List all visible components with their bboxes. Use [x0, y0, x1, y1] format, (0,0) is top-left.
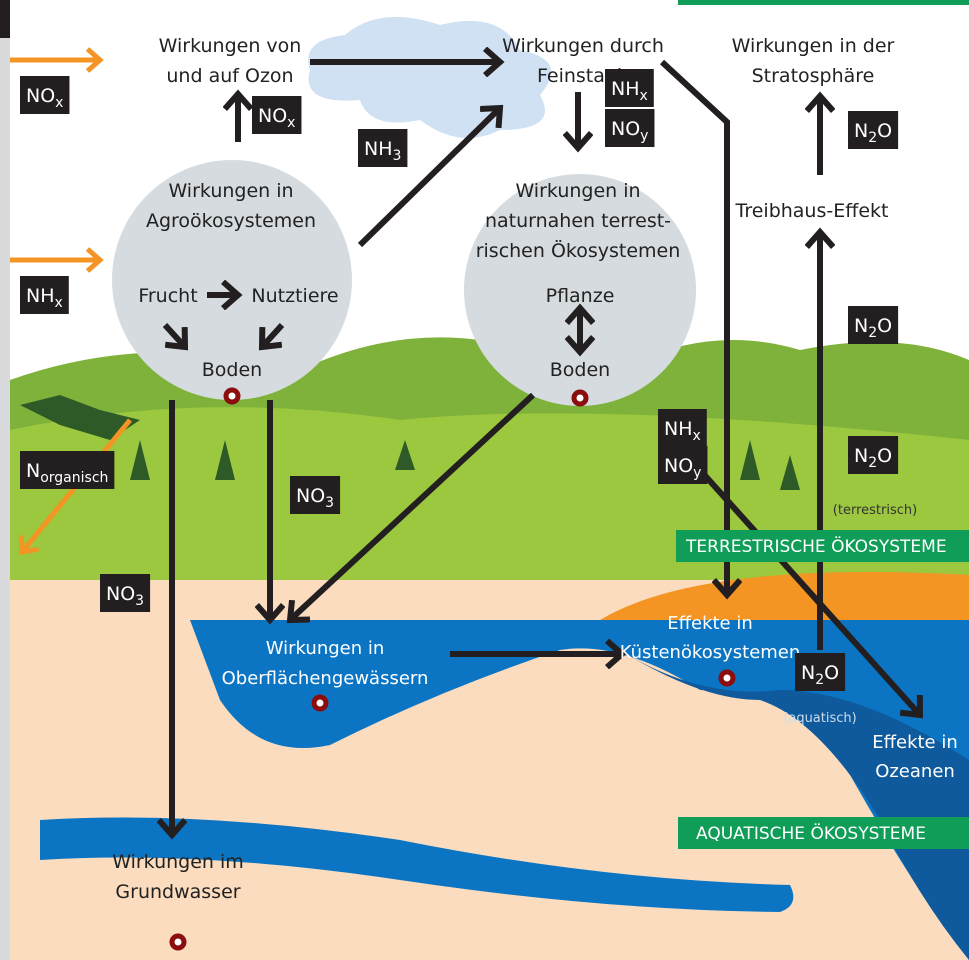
- chem-badge: N2O: [795, 653, 845, 691]
- node-label: Wirkungen in der: [732, 35, 895, 57]
- node-label: Wirkungen in: [515, 180, 640, 202]
- diagram: Wirkungen von und auf Ozon Wirkungen dur…: [0, 0, 969, 960]
- badge-sub: x: [55, 95, 63, 111]
- node-label: Ozeanen: [875, 761, 955, 782]
- badge-sub: y: [640, 128, 648, 144]
- chem-badge: N2O: [848, 306, 898, 344]
- node-label: Wirkungen durch: [502, 35, 664, 57]
- node-label: Wirkungen im: [112, 851, 244, 873]
- badge-sub: 2: [868, 325, 877, 341]
- badge-base: NO: [106, 583, 135, 605]
- chem-badge: N2O: [848, 436, 898, 474]
- chem-badge: NOy: [605, 109, 654, 147]
- badge-sub: 2: [815, 672, 824, 688]
- background: [0, 0, 969, 960]
- badge-sub: x: [693, 428, 701, 444]
- badge-base: NO: [296, 485, 325, 507]
- badge-sub: 3: [135, 593, 144, 609]
- badge-base: NH: [664, 418, 693, 440]
- badge-base: NH: [26, 285, 55, 307]
- badge-base: N: [854, 120, 868, 142]
- node-label: Agroökosystemen: [146, 210, 316, 232]
- node-label: Boden: [202, 359, 262, 381]
- node-label: und auf Ozon: [166, 65, 293, 87]
- annotation: (terrestrisch): [833, 503, 917, 518]
- node-label: Wirkungen in: [168, 180, 293, 202]
- badge-sub: 3: [393, 148, 402, 164]
- chem-badge: Norganisch: [20, 451, 114, 489]
- badge-sub: y: [693, 465, 701, 481]
- badge-base: N: [854, 445, 868, 467]
- badge-suffix: O: [824, 662, 839, 684]
- badge-sub: x: [55, 295, 63, 311]
- chem-badge: NOx: [20, 76, 69, 114]
- chem-badge: NHx: [658, 409, 707, 447]
- node-label: Stratosphäre: [752, 65, 875, 87]
- node-label: Wirkungen von: [159, 35, 302, 57]
- chem-badge: NO3: [100, 574, 150, 612]
- node-label: Frucht: [138, 285, 197, 307]
- chem-badge: NH3: [358, 129, 407, 167]
- chem-badge: NHx: [20, 276, 69, 314]
- node-label: Effekte in: [872, 732, 958, 753]
- zone-label: AQUATISCHE ÖKOSYSTEME: [696, 822, 926, 844]
- badge-base: NO: [26, 85, 55, 107]
- node-label: Küstenökosystemen: [620, 642, 801, 663]
- badge-base: NO: [611, 118, 640, 140]
- badge-base: N: [854, 315, 868, 337]
- chem-badge: NO3: [290, 476, 340, 514]
- badge-suffix: O: [877, 120, 892, 142]
- badge-base: NH: [364, 138, 393, 160]
- badge-sub: 2: [868, 455, 877, 471]
- node-label: Treibhaus-Effekt: [735, 200, 889, 222]
- node-label: Wirkungen in: [266, 638, 385, 659]
- badge-base: NO: [258, 105, 287, 127]
- badge-sub: organisch: [40, 470, 108, 486]
- badge-suffix: O: [877, 445, 892, 467]
- node-label: naturnahen terrest-: [485, 210, 671, 232]
- node-label: Oberflächengewässern: [222, 668, 429, 689]
- badge-suffix: O: [877, 315, 892, 337]
- annotation: (aquatisch): [783, 711, 856, 726]
- badge-sub: x: [287, 115, 295, 131]
- chem-badge: N2O: [848, 111, 898, 149]
- node-label: Nutztiere: [251, 285, 338, 307]
- badge-base: NH: [611, 78, 640, 100]
- badge-base: N: [801, 662, 815, 684]
- badge-sub: 2: [868, 130, 877, 146]
- badge-base: NO: [664, 455, 693, 477]
- node-label: Effekte in: [667, 613, 753, 634]
- chem-badge: NOy: [658, 446, 707, 484]
- badge-base: N: [26, 460, 40, 482]
- node-label: rischen Ökosystemen: [476, 239, 681, 262]
- node-label: Grundwasser: [115, 881, 240, 903]
- zone-label: TERRESTRISCHE ÖKOSYSTEME: [685, 535, 947, 557]
- node-label: Pflanze: [546, 285, 615, 307]
- node-label: Boden: [550, 359, 610, 381]
- chem-badge: NHx: [605, 69, 654, 107]
- chem-badge: NOx: [252, 96, 301, 134]
- badge-sub: 3: [325, 495, 334, 511]
- badge-sub: x: [640, 88, 648, 104]
